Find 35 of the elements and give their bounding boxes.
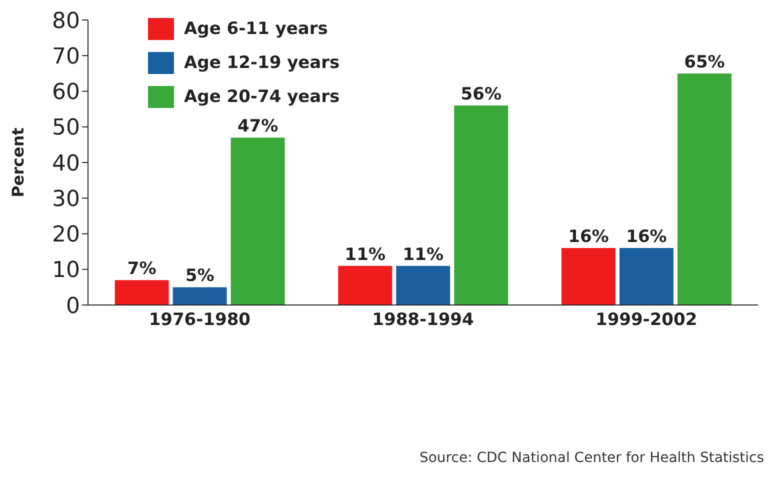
- data-label: 56%: [460, 84, 502, 104]
- x-tick-label: 1999-2002: [595, 310, 698, 330]
- bar: [114, 280, 169, 305]
- y-tick-label: 70: [52, 44, 80, 70]
- bar: [172, 287, 227, 305]
- legend-label: Age 6-11 years: [184, 19, 328, 39]
- legend-label: Age 12-19 years: [184, 53, 340, 73]
- data-label: 65%: [684, 52, 725, 72]
- bar: [561, 248, 616, 305]
- bar: [230, 138, 285, 305]
- data-label: 16%: [626, 227, 667, 247]
- bar: [454, 106, 508, 305]
- y-tick-label: 10: [52, 258, 80, 284]
- x-tick-label: 1976-1980: [148, 310, 251, 330]
- legend-label: Age 20-74 years: [184, 87, 340, 107]
- y-tick-label: 50: [52, 116, 80, 141]
- y-tick-label: 80: [52, 8, 80, 34]
- data-label: 11%: [344, 244, 386, 265]
- y-tick-label: 60: [52, 80, 80, 106]
- y-axis-title: Percent: [8, 127, 28, 198]
- x-tick-label: 1988-1994: [372, 310, 474, 330]
- bar: [677, 73, 732, 305]
- bar: [338, 266, 392, 305]
- data-label: 5%: [185, 266, 214, 286]
- y-tick-label: 0: [66, 294, 80, 319]
- bar: [396, 266, 450, 305]
- y-tick-label: 30: [52, 186, 80, 212]
- data-label: 7%: [127, 259, 156, 280]
- source-note: Source: CDC National Center for Health Statistics: [419, 450, 764, 466]
- bar: [619, 248, 674, 305]
- data-label: 47%: [237, 116, 278, 137]
- data-label: 11%: [402, 244, 444, 265]
- y-tick-label: 40: [52, 151, 80, 176]
- y-tick-label: 20: [52, 222, 80, 248]
- data-label: 16%: [568, 227, 609, 247]
